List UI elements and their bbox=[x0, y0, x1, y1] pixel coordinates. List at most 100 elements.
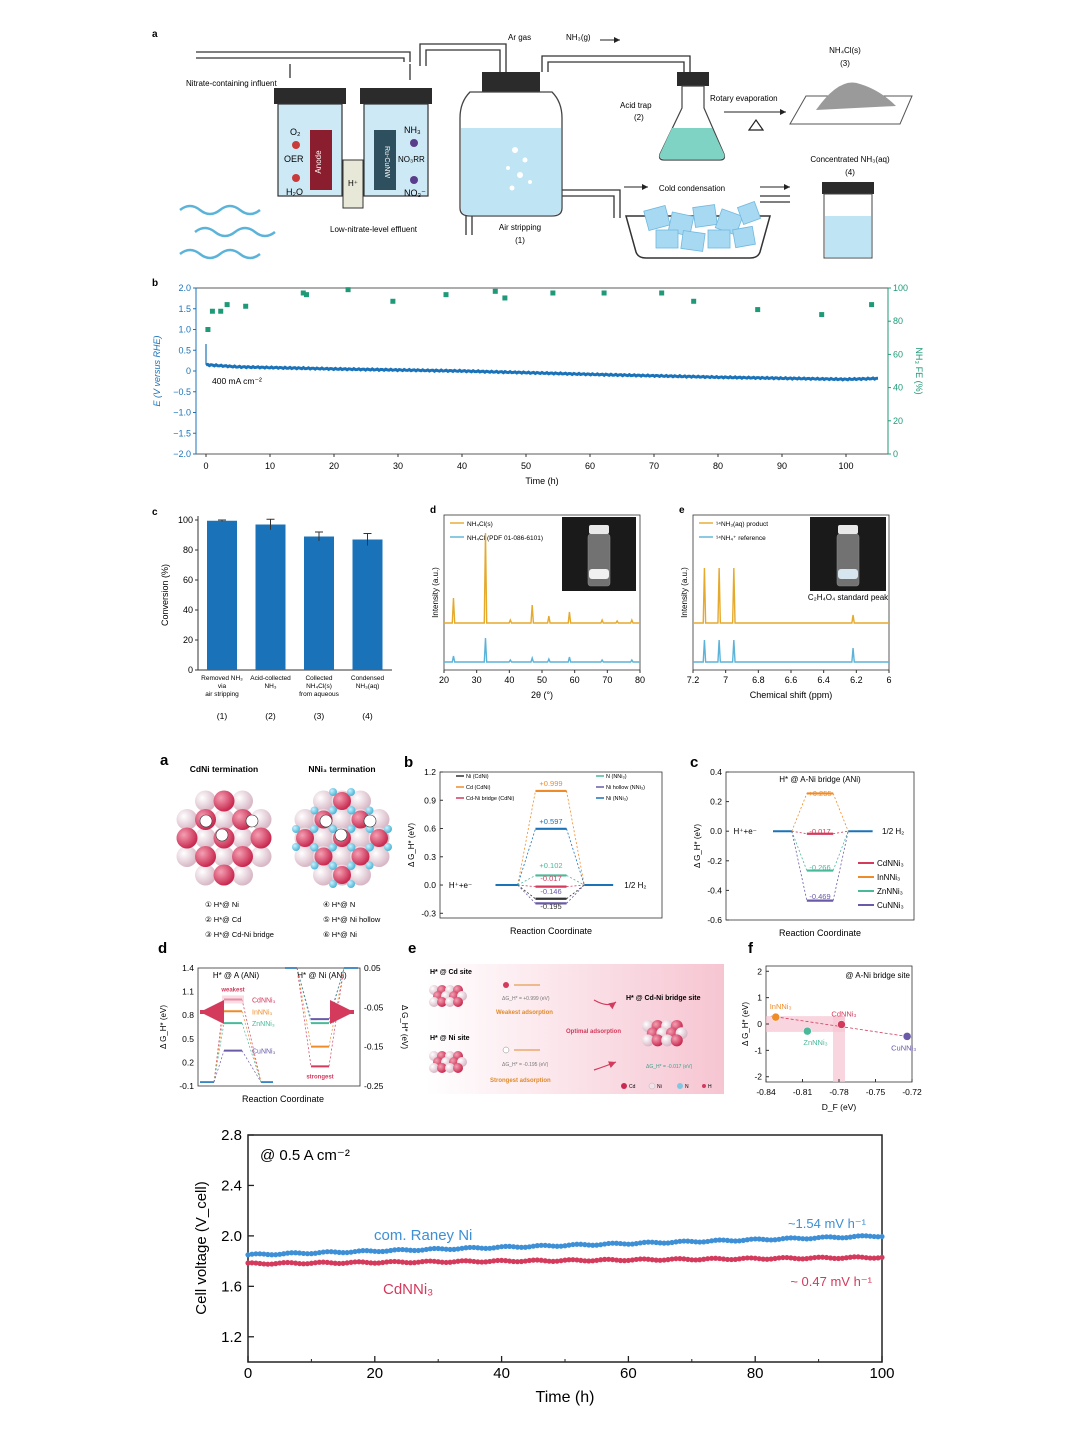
final-label: 1/2 H₂ bbox=[882, 827, 904, 836]
y-tick-label: -0.6 bbox=[707, 915, 722, 925]
dg-ni: ΔG_H* = -0.195 (eV) bbox=[502, 1062, 549, 1068]
series-marker bbox=[265, 1251, 271, 1258]
left-title: H* @ A (ANi) bbox=[213, 971, 260, 980]
series-marker bbox=[613, 1240, 620, 1246]
panel-2f: f -0.84 -0.81 -0.78 -0.75 -0.72 2 1 0 -1 -2 @ A-Ni … bbox=[741, 940, 922, 1112]
series-marker bbox=[546, 1243, 552, 1249]
series-marker bbox=[879, 1254, 885, 1261]
point-label: InNNi₃ bbox=[770, 1002, 792, 1011]
series-marker bbox=[483, 1259, 489, 1265]
y-tick-label: 2 bbox=[757, 966, 762, 976]
legend-site-1: ① H*@ Ni bbox=[205, 900, 239, 909]
connector bbox=[791, 793, 808, 832]
series-marker bbox=[693, 1239, 699, 1245]
panel-2e: e H* @ Cd site H* @ Ni site Weakest adso… bbox=[408, 940, 724, 1094]
series-marker bbox=[435, 1259, 441, 1265]
series-marker bbox=[562, 1257, 568, 1263]
x-tick-label: 7.2 bbox=[687, 675, 700, 685]
series-marker bbox=[499, 1244, 505, 1250]
series-marker bbox=[784, 1235, 790, 1241]
series-marker bbox=[320, 1259, 326, 1265]
series-marker bbox=[598, 1242, 604, 1248]
cluster-atom bbox=[437, 997, 447, 1007]
series-marker bbox=[681, 1238, 687, 1244]
series-marker bbox=[518, 1244, 525, 1250]
series-marker bbox=[827, 1234, 834, 1240]
point-label: ZnNNi₃ bbox=[803, 1038, 827, 1047]
cd-atom bbox=[176, 827, 198, 849]
panel-1d: d 20 30 40 50 60 70 80 2θ (°) Intensity (a.u.) NH₄… bbox=[430, 505, 645, 700]
series-marker bbox=[502, 1243, 509, 1249]
cd-atom bbox=[195, 846, 216, 867]
series-marker bbox=[819, 1234, 826, 1240]
series-marker bbox=[772, 1255, 778, 1262]
series-marker bbox=[594, 1257, 600, 1263]
legend-n: N bbox=[685, 1084, 689, 1090]
x-tick-label: 80 bbox=[713, 461, 723, 471]
vial-cap bbox=[589, 525, 609, 534]
series-marker bbox=[756, 1256, 762, 1262]
cluster-atom bbox=[661, 1034, 674, 1047]
series-marker bbox=[812, 1235, 818, 1241]
y-tick-label: 80 bbox=[183, 545, 193, 555]
ni-atom bbox=[176, 846, 198, 867]
series-marker bbox=[566, 1257, 572, 1263]
y-tick-label: 60 bbox=[183, 575, 193, 585]
series-marker bbox=[431, 1245, 437, 1252]
series-marker bbox=[253, 1260, 259, 1266]
y-tick-label: 0 bbox=[757, 1019, 762, 1029]
fe-point bbox=[691, 298, 697, 304]
series-marker bbox=[594, 1242, 600, 1248]
x-tick-label: -0.72 bbox=[902, 1087, 922, 1097]
legend-site-3: ③ H*@ Cd-Ni bridge bbox=[205, 930, 274, 939]
series-marker bbox=[380, 1259, 386, 1266]
series-marker bbox=[788, 1255, 794, 1261]
ni-atom bbox=[368, 846, 390, 867]
x-tick-label: 6.4 bbox=[817, 675, 830, 685]
y-tick-label: 2.4 bbox=[221, 1177, 242, 1194]
y-tick-label: -0.3 bbox=[421, 908, 436, 918]
series-marker bbox=[871, 1255, 877, 1261]
connector bbox=[791, 831, 808, 901]
y-tick-label: -0.1 bbox=[179, 1081, 194, 1091]
category-number: (4) bbox=[362, 711, 373, 721]
n-atom bbox=[365, 843, 374, 852]
series-marker bbox=[859, 1254, 865, 1260]
y-tick-label: -1 bbox=[754, 1045, 762, 1055]
bridge-label: H* @ Cd-Ni bridge site bbox=[626, 995, 701, 1002]
series-marker bbox=[550, 1243, 556, 1249]
series-marker bbox=[451, 1246, 457, 1252]
series-marker bbox=[514, 1244, 521, 1250]
x-tick-label: 20 bbox=[329, 461, 339, 471]
legend-site-6: ⑥ H*@ Ni bbox=[323, 930, 357, 939]
fe-point bbox=[601, 290, 607, 296]
y2-tick-label: 60 bbox=[893, 349, 903, 359]
cd-site-label: H* @ Cd site bbox=[430, 969, 472, 976]
plot-frame bbox=[439, 771, 663, 919]
n-atom bbox=[328, 806, 337, 815]
y-axis-label: Conversion (%) bbox=[160, 564, 170, 626]
series-marker bbox=[816, 1254, 822, 1260]
legend-label: ¹⁴NH₄⁺ reference bbox=[716, 535, 766, 542]
n-atom bbox=[310, 861, 319, 870]
series-marker bbox=[669, 1256, 675, 1262]
connector bbox=[566, 828, 585, 886]
fe-point bbox=[345, 287, 351, 293]
series-marker bbox=[281, 1260, 287, 1266]
series-marker bbox=[598, 1257, 604, 1263]
y2-tick-label: 20 bbox=[893, 416, 903, 426]
series-marker bbox=[677, 1256, 683, 1262]
h-atom-ni bbox=[502, 1046, 510, 1054]
connector bbox=[213, 1050, 225, 1083]
series-marker bbox=[554, 1243, 560, 1249]
weakest-label: weakest bbox=[220, 987, 244, 993]
ni-atom bbox=[195, 827, 216, 849]
y2-tick-label: -0.05 bbox=[364, 1002, 384, 1012]
series-marker bbox=[665, 1257, 671, 1263]
category-label: Acid-collected NH₃ bbox=[250, 675, 291, 690]
no3-molecule bbox=[410, 176, 418, 184]
series-marker bbox=[740, 1237, 746, 1243]
n-atom bbox=[329, 825, 337, 833]
legend-label: NH₄Cl(s) bbox=[467, 521, 493, 528]
nh4cl-powder bbox=[816, 82, 896, 110]
